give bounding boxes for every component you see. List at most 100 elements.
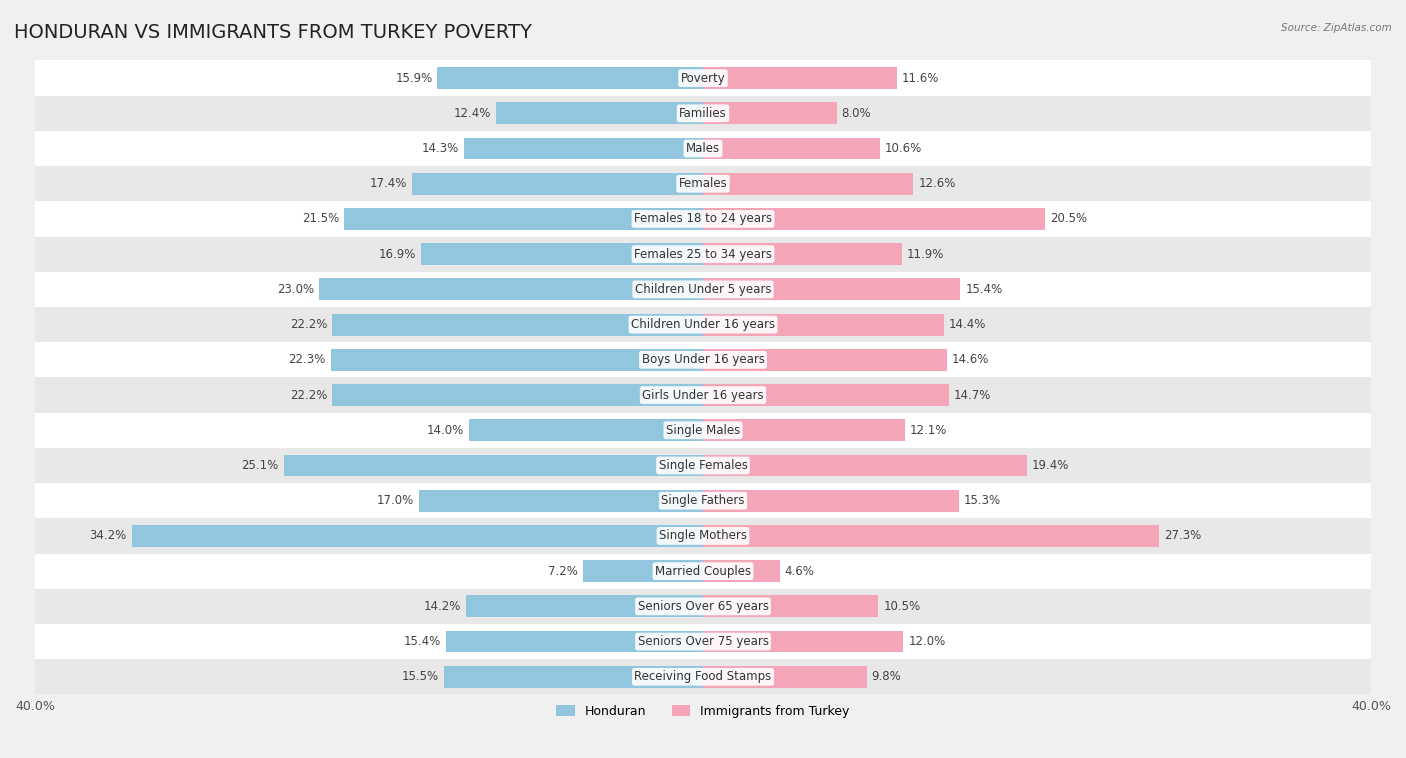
Text: 16.9%: 16.9% (378, 248, 416, 261)
Text: 11.6%: 11.6% (901, 71, 939, 85)
Text: Boys Under 16 years: Boys Under 16 years (641, 353, 765, 366)
Bar (35, 131, 1371, 166)
Text: 21.5%: 21.5% (302, 212, 339, 225)
Text: 12.6%: 12.6% (918, 177, 956, 190)
Bar (35, 96, 1371, 131)
Bar (703, 102, 837, 124)
Text: Poverty: Poverty (681, 71, 725, 85)
Text: 22.2%: 22.2% (290, 389, 328, 402)
Bar (703, 419, 905, 441)
Bar (35, 448, 1371, 483)
Text: 15.4%: 15.4% (404, 635, 441, 648)
Bar (35, 412, 1371, 448)
Text: 14.6%: 14.6% (952, 353, 990, 366)
Text: 4.6%: 4.6% (785, 565, 814, 578)
Text: 7.2%: 7.2% (548, 565, 578, 578)
Bar (132, 525, 703, 547)
Bar (703, 525, 1159, 547)
Bar (703, 138, 880, 159)
Bar (703, 173, 914, 195)
Bar (470, 419, 703, 441)
Text: HONDURAN VS IMMIGRANTS FROM TURKEY POVERTY: HONDURAN VS IMMIGRANTS FROM TURKEY POVER… (14, 23, 531, 42)
Bar (703, 67, 897, 89)
Text: Females: Females (679, 177, 727, 190)
Bar (703, 596, 879, 617)
Bar (332, 384, 703, 406)
Text: Single Fathers: Single Fathers (661, 494, 745, 507)
Bar (35, 589, 1371, 624)
Bar (35, 377, 1371, 412)
Bar (703, 666, 866, 688)
Bar (464, 138, 703, 159)
Bar (284, 455, 703, 477)
Bar (35, 307, 1371, 342)
Text: 22.3%: 22.3% (288, 353, 326, 366)
Text: Seniors Over 65 years: Seniors Over 65 years (637, 600, 769, 613)
Text: Females 18 to 24 years: Females 18 to 24 years (634, 212, 772, 225)
Bar (332, 314, 703, 336)
Text: Families: Families (679, 107, 727, 120)
Text: 14.3%: 14.3% (422, 142, 460, 155)
Bar (496, 102, 703, 124)
Bar (703, 278, 960, 300)
Text: 12.1%: 12.1% (910, 424, 948, 437)
Bar (419, 490, 703, 512)
Text: 10.5%: 10.5% (883, 600, 921, 613)
Text: 14.2%: 14.2% (423, 600, 461, 613)
Bar (446, 631, 703, 653)
Text: Single Mothers: Single Mothers (659, 529, 747, 543)
Text: Seniors Over 75 years: Seniors Over 75 years (637, 635, 769, 648)
Text: 25.1%: 25.1% (242, 459, 278, 472)
Text: Married Couples: Married Couples (655, 565, 751, 578)
Bar (35, 659, 1371, 694)
Bar (465, 596, 703, 617)
Bar (35, 624, 1371, 659)
Bar (412, 173, 703, 195)
Bar (582, 560, 703, 582)
Text: Children Under 16 years: Children Under 16 years (631, 318, 775, 331)
Text: 8.0%: 8.0% (842, 107, 872, 120)
Bar (35, 61, 1371, 96)
Text: 20.5%: 20.5% (1050, 212, 1087, 225)
Bar (35, 272, 1371, 307)
Bar (420, 243, 703, 265)
Bar (35, 342, 1371, 377)
Bar (703, 631, 904, 653)
Text: 10.6%: 10.6% (884, 142, 922, 155)
Text: 15.4%: 15.4% (965, 283, 1002, 296)
Text: 23.0%: 23.0% (277, 283, 314, 296)
Text: 14.4%: 14.4% (949, 318, 986, 331)
Text: Single Females: Single Females (658, 459, 748, 472)
Text: 11.9%: 11.9% (907, 248, 945, 261)
Text: Girls Under 16 years: Girls Under 16 years (643, 389, 763, 402)
Text: 12.4%: 12.4% (454, 107, 491, 120)
Bar (444, 666, 703, 688)
Bar (703, 560, 780, 582)
Text: 14.7%: 14.7% (953, 389, 991, 402)
Text: 12.0%: 12.0% (908, 635, 946, 648)
Text: 22.2%: 22.2% (290, 318, 328, 331)
Bar (437, 67, 703, 89)
Bar (35, 202, 1371, 236)
Bar (35, 166, 1371, 202)
Text: 19.4%: 19.4% (1032, 459, 1070, 472)
Bar (35, 483, 1371, 518)
Bar (703, 243, 901, 265)
Bar (35, 553, 1371, 589)
Text: 15.9%: 15.9% (395, 71, 433, 85)
Text: Single Males: Single Males (666, 424, 740, 437)
Bar (35, 518, 1371, 553)
Text: Receiving Food Stamps: Receiving Food Stamps (634, 670, 772, 683)
Text: Source: ZipAtlas.com: Source: ZipAtlas.com (1281, 23, 1392, 33)
Text: Children Under 5 years: Children Under 5 years (634, 283, 772, 296)
Bar (344, 208, 703, 230)
Text: 9.8%: 9.8% (872, 670, 901, 683)
Bar (703, 349, 946, 371)
Text: 15.3%: 15.3% (963, 494, 1001, 507)
Bar (319, 278, 703, 300)
Bar (703, 208, 1046, 230)
Text: 27.3%: 27.3% (1164, 529, 1201, 543)
Bar (703, 455, 1026, 477)
Text: 14.0%: 14.0% (427, 424, 464, 437)
Text: 17.0%: 17.0% (377, 494, 413, 507)
